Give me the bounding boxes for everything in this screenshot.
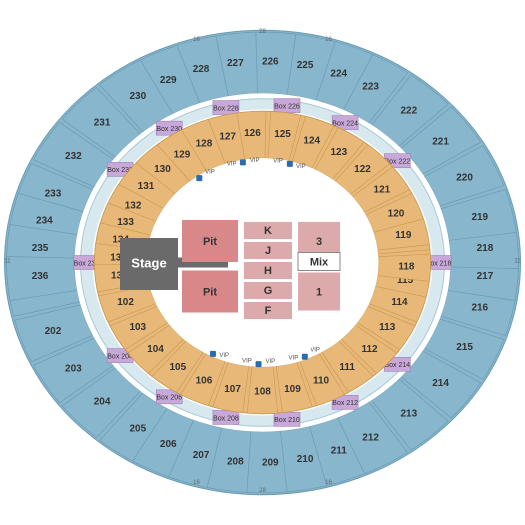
box-label: Box 212 <box>332 400 358 407</box>
pit-label: Pit <box>203 236 217 248</box>
vip-label: VIP <box>205 169 215 175</box>
vip-label: VIP <box>289 355 299 361</box>
floor-section-label: H <box>264 265 272 277</box>
box-label: Box 228 <box>213 105 239 112</box>
aisle-number: 16 <box>193 37 200 43</box>
aisle-number: 11 <box>4 259 11 265</box>
accessible-icon <box>210 351 216 357</box>
vip-label: VIP <box>265 359 275 365</box>
aisle-number: 16 <box>325 37 332 43</box>
aisle-number: 28 <box>259 488 266 494</box>
accessible-icon <box>256 361 262 367</box>
stage-label: Stage <box>131 255 166 270</box>
svg-text:1: 1 <box>316 286 322 298</box>
arena-seating-chart: 2012022032042052062072082092102112122132… <box>0 0 525 525</box>
floor-section-label: K <box>264 225 272 237</box>
vip-label: VIP <box>250 158 260 164</box>
accessible-icon <box>302 354 308 360</box>
vip-label: VIP <box>242 358 252 364</box>
box-label: Box 208 <box>213 415 239 422</box>
aisle-number: 16 <box>325 480 332 486</box>
box-label: Box 206 <box>156 395 182 402</box>
accessible-icon <box>196 175 202 181</box>
pit-label: Pit <box>203 286 217 298</box>
floor-section-label: G <box>264 285 273 297</box>
vip-label: VIP <box>227 162 237 168</box>
section-108[interactable] <box>247 366 277 413</box>
box-label: Box 226 <box>274 103 300 110</box>
aisle-number: 28 <box>259 29 266 35</box>
box-label: Box 210 <box>274 417 300 424</box>
mix-label: Mix <box>310 256 329 268</box>
vip-label: VIP <box>219 353 229 359</box>
accessible-icon <box>240 159 246 165</box>
svg-text:3: 3 <box>316 236 322 248</box>
accessible-icon <box>287 161 293 167</box>
vip-label: VIP <box>273 159 283 165</box>
floor-section-label: F <box>265 305 272 317</box>
aisle-number: 11 <box>514 259 521 265</box>
vip-label: VIP <box>310 348 320 354</box>
floor-section-label: J <box>265 245 271 257</box>
aisle-number: 16 <box>193 480 200 486</box>
vip-label: VIP <box>296 164 306 170</box>
